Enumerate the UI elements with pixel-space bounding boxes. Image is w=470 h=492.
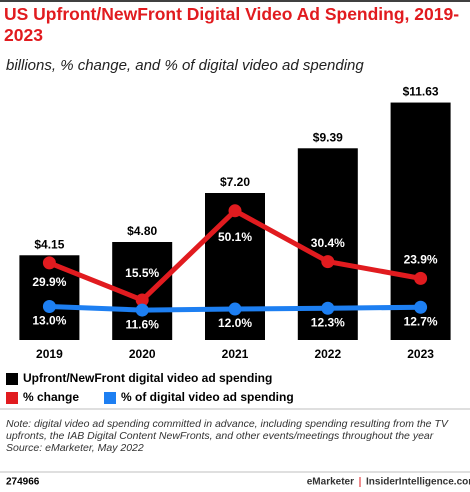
line-value-label: 11.6% (126, 317, 160, 331)
bar-value-label: $4.80 (127, 224, 157, 238)
line-value-label: 29.9% (32, 275, 66, 289)
line-point (321, 255, 335, 269)
line-value-label: 30.4% (311, 236, 345, 250)
x-tick-label: 2021 (222, 347, 249, 361)
x-tick-label: 2023 (407, 347, 434, 361)
line-value-label: 50.1% (218, 230, 252, 244)
line-point (228, 204, 242, 218)
note-block: Note: digital video ad spending committe… (6, 418, 464, 454)
bar-value-label: $7.20 (220, 175, 250, 189)
line-point (414, 300, 428, 314)
site: InsiderIntelligence.com (366, 477, 470, 488)
legend-label: % change (23, 390, 79, 404)
x-tick-label: 2022 (314, 347, 341, 361)
legend-label: % of digital video ad spending (121, 390, 294, 404)
line-point (135, 293, 149, 307)
bar (390, 102, 451, 340)
line-point (414, 271, 428, 285)
chart-title: US Upfront/NewFront Digital Video Ad Spe… (4, 4, 460, 45)
line-value-label: 13.0% (32, 314, 66, 328)
title-box: US Upfront/NewFront Digital Video Ad Spe… (4, 4, 460, 45)
bar-value-label: $11.63 (403, 85, 439, 99)
note: Note: digital video ad spending committe… (6, 418, 448, 442)
legend-swatch (6, 392, 18, 404)
bar-value-label: $4.15 (34, 237, 64, 251)
x-tick-label: 2019 (36, 347, 63, 361)
legend-label: Upfront/NewFront digital video ad spendi… (23, 371, 272, 385)
legend-swatch (104, 392, 116, 404)
line-point (42, 299, 56, 313)
brand: eMarketer (307, 477, 354, 488)
line-value-label: 12.3% (311, 315, 345, 329)
source: Source: eMarketer, May 2022 (6, 442, 144, 454)
line-point (135, 303, 149, 317)
bar-value-label: $9.39 (313, 130, 343, 144)
chart-subtitle: billions, % change, and % of digital vid… (6, 57, 364, 74)
legend-swatch (6, 373, 18, 385)
chart-id: 274966 (6, 477, 40, 488)
line-value-label: 23.9% (404, 253, 438, 267)
line-point (321, 301, 335, 315)
x-tick-label: 2020 (129, 347, 156, 361)
line-value-label: 12.7% (404, 314, 438, 328)
line-value-label: 15.5% (125, 266, 159, 280)
line-point (42, 256, 56, 270)
line-value-label: 12.0% (218, 316, 252, 330)
line-point (228, 302, 242, 316)
